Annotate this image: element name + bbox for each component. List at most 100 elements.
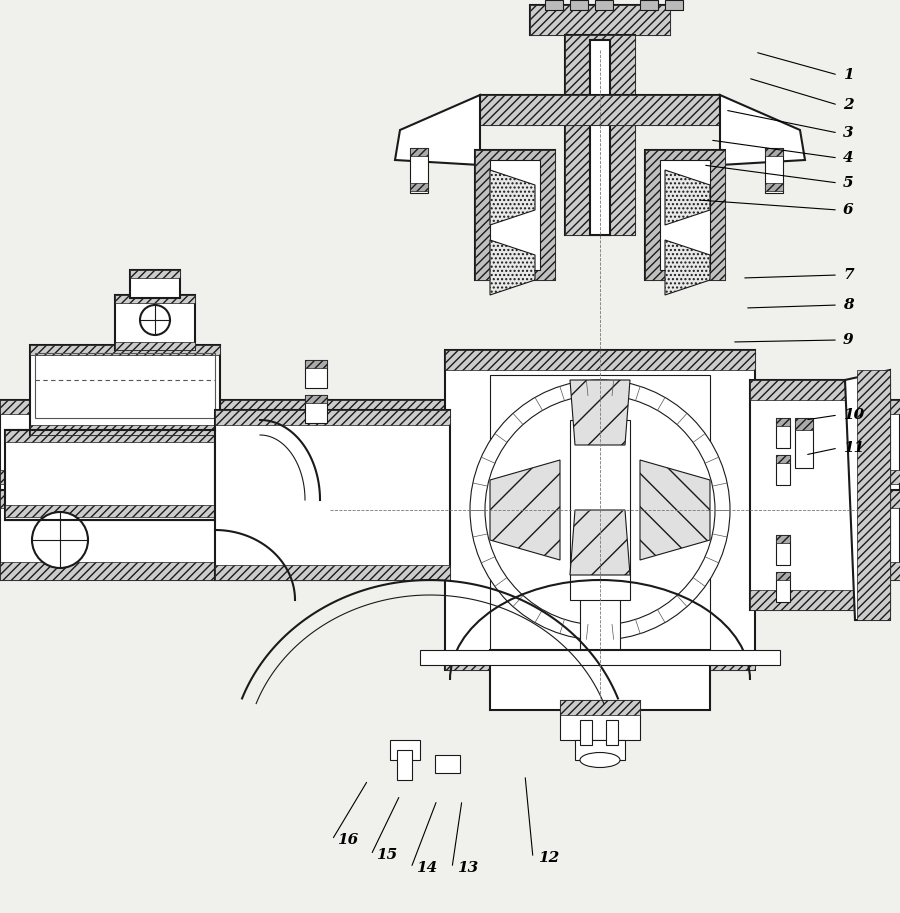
Bar bbox=[776, 455, 790, 463]
Text: 6: 6 bbox=[843, 203, 853, 217]
Bar bbox=[776, 418, 790, 448]
Bar bbox=[565, 35, 635, 235]
Bar bbox=[410, 148, 428, 193]
Bar bbox=[5, 505, 215, 517]
Circle shape bbox=[140, 305, 170, 335]
Bar bbox=[490, 375, 710, 655]
Bar bbox=[130, 270, 180, 278]
Bar bbox=[0, 490, 900, 508]
Bar bbox=[776, 535, 790, 543]
Bar bbox=[215, 410, 450, 425]
Text: 4: 4 bbox=[843, 151, 853, 165]
Text: 9: 9 bbox=[843, 333, 853, 347]
Bar bbox=[480, 95, 720, 125]
Bar bbox=[115, 342, 195, 350]
Text: 15: 15 bbox=[376, 848, 397, 862]
Bar bbox=[475, 150, 555, 280]
Bar bbox=[480, 95, 720, 125]
Polygon shape bbox=[570, 380, 630, 445]
Text: 2: 2 bbox=[843, 98, 853, 112]
Bar bbox=[445, 350, 755, 670]
Bar bbox=[545, 0, 563, 10]
Bar bbox=[560, 700, 640, 740]
Bar bbox=[305, 360, 327, 368]
Ellipse shape bbox=[580, 752, 620, 768]
Bar bbox=[305, 395, 327, 403]
Bar bbox=[445, 650, 755, 670]
Bar bbox=[645, 150, 725, 280]
Bar bbox=[857, 370, 890, 620]
Bar bbox=[475, 150, 555, 280]
Circle shape bbox=[485, 395, 715, 625]
Bar bbox=[0, 400, 900, 414]
Circle shape bbox=[32, 512, 88, 568]
Bar bbox=[410, 183, 428, 191]
Bar bbox=[660, 160, 710, 270]
Text: 12: 12 bbox=[538, 851, 559, 865]
Text: 3: 3 bbox=[843, 126, 853, 140]
Bar bbox=[665, 0, 683, 10]
Bar bbox=[640, 0, 658, 10]
Text: 5: 5 bbox=[843, 176, 853, 190]
Text: 7: 7 bbox=[843, 268, 853, 282]
Bar bbox=[776, 418, 790, 426]
Bar bbox=[765, 148, 783, 193]
Polygon shape bbox=[490, 170, 535, 225]
Bar bbox=[490, 650, 710, 710]
Bar bbox=[420, 650, 780, 665]
Text: 1: 1 bbox=[843, 68, 853, 82]
Polygon shape bbox=[490, 460, 560, 560]
Bar bbox=[645, 150, 725, 280]
Bar bbox=[795, 418, 813, 468]
Bar bbox=[570, 420, 630, 600]
Text: 8: 8 bbox=[843, 298, 853, 312]
Polygon shape bbox=[720, 95, 805, 165]
Bar bbox=[0, 562, 900, 580]
Bar bbox=[590, 40, 610, 235]
Text: 10: 10 bbox=[843, 408, 864, 422]
Bar bbox=[595, 0, 613, 10]
Bar bbox=[215, 565, 450, 580]
Bar bbox=[390, 740, 420, 760]
Bar bbox=[565, 35, 635, 235]
Polygon shape bbox=[845, 370, 890, 620]
Bar bbox=[115, 295, 195, 303]
Bar bbox=[776, 572, 790, 580]
Bar bbox=[765, 183, 783, 191]
Polygon shape bbox=[490, 240, 535, 295]
Text: 16: 16 bbox=[337, 833, 358, 847]
Bar bbox=[435, 755, 460, 773]
Bar bbox=[795, 418, 813, 430]
Bar bbox=[776, 535, 790, 565]
Bar bbox=[305, 360, 327, 388]
Bar bbox=[750, 380, 890, 400]
Polygon shape bbox=[665, 170, 710, 225]
Bar bbox=[215, 410, 450, 580]
Bar bbox=[0, 400, 900, 490]
Text: 13: 13 bbox=[457, 861, 478, 875]
Bar bbox=[560, 700, 640, 715]
Bar bbox=[776, 455, 790, 485]
Bar bbox=[570, 0, 588, 10]
Bar bbox=[35, 353, 215, 418]
Bar bbox=[0, 470, 900, 484]
Bar bbox=[530, 5, 670, 35]
Bar bbox=[0, 490, 900, 580]
Bar bbox=[490, 160, 540, 270]
Bar bbox=[765, 148, 783, 156]
Bar bbox=[580, 380, 620, 660]
Bar bbox=[30, 345, 220, 355]
Bar bbox=[445, 350, 755, 370]
Bar bbox=[30, 345, 220, 435]
Polygon shape bbox=[640, 460, 710, 560]
Bar bbox=[606, 720, 618, 745]
Polygon shape bbox=[570, 510, 630, 575]
Bar bbox=[115, 295, 195, 350]
Polygon shape bbox=[665, 240, 710, 295]
Bar bbox=[580, 720, 592, 745]
Bar bbox=[5, 430, 215, 442]
Bar bbox=[5, 430, 215, 520]
Bar bbox=[130, 270, 180, 298]
Text: 14: 14 bbox=[416, 861, 437, 875]
Bar bbox=[530, 5, 670, 35]
